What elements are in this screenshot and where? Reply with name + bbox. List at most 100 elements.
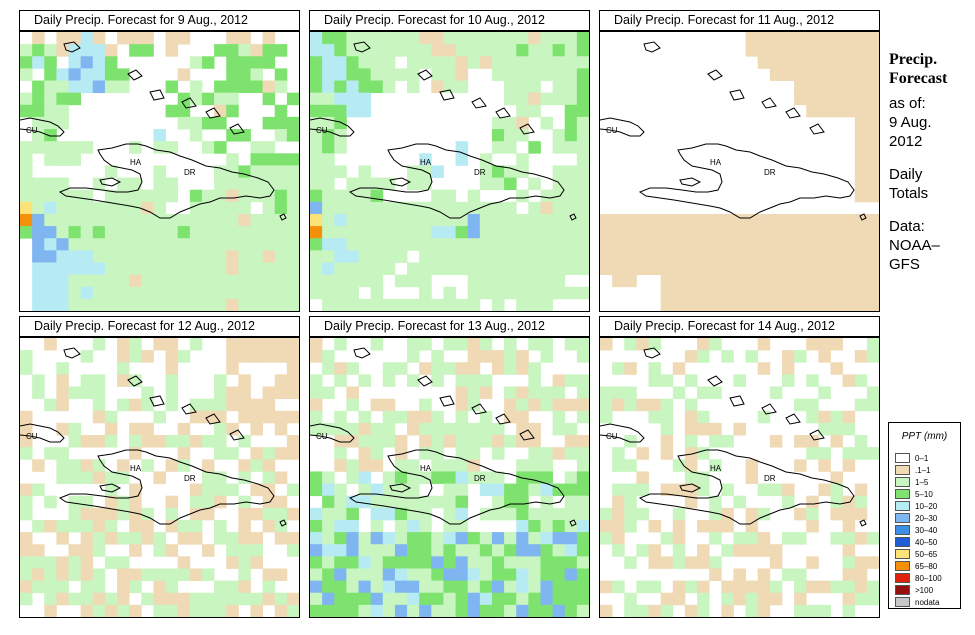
precip-cell (818, 274, 831, 288)
precip-cell (854, 580, 868, 594)
precip-cell (80, 592, 94, 606)
precip-cell (177, 274, 191, 288)
precip-cell (153, 141, 166, 154)
precip-cell (672, 483, 686, 497)
precip-cell (80, 298, 94, 311)
precip-cell (358, 165, 372, 178)
legend-label: 1–5 (915, 478, 929, 487)
precip-cell (104, 532, 118, 545)
precip-cell (491, 350, 505, 363)
precip-cell (165, 374, 179, 387)
legend-swatch (895, 585, 910, 595)
precip-cell (745, 226, 759, 239)
precip-cell (92, 213, 106, 227)
precip-cell (431, 604, 444, 617)
precip-cell (286, 201, 299, 215)
precip-cell (516, 189, 529, 203)
precip-cell (226, 556, 239, 569)
precip-cell (733, 422, 746, 436)
precip-cell (757, 298, 771, 311)
precip-cell (104, 435, 118, 448)
precip-cell (322, 556, 335, 569)
precip-cell (443, 338, 456, 351)
precip-cell (274, 177, 288, 191)
precip-cell (624, 226, 637, 239)
precip-cell (636, 226, 649, 239)
precip-cell (44, 592, 57, 606)
precip-cell (201, 568, 215, 582)
precip-cell (226, 250, 239, 263)
precip-cell (358, 274, 372, 288)
precip-cell (866, 129, 879, 142)
precip-cell (310, 483, 323, 497)
precip-cell (467, 568, 481, 582)
precip-cell (334, 262, 347, 276)
precip-cell (709, 386, 722, 400)
label-dominican-republic: DR (764, 168, 776, 177)
precip-cell (684, 213, 698, 227)
precip-cell (564, 238, 578, 251)
precip-cell (564, 213, 578, 227)
precip-cell (382, 398, 396, 412)
precip-cell (842, 44, 856, 57)
precip-cell (504, 483, 517, 497)
coastline (63, 347, 81, 359)
precip-cell (576, 104, 589, 118)
precip-cell (165, 298, 179, 311)
precip-cell (576, 68, 589, 81)
precip-cell (866, 338, 879, 351)
precip-cell (516, 459, 529, 472)
precip-cell (407, 177, 420, 191)
precip-cell (117, 374, 130, 387)
precip-cell (757, 44, 771, 57)
precip-cell (854, 435, 868, 448)
precip-cell (370, 274, 384, 288)
precip-cell (721, 262, 734, 276)
precip-cell (44, 568, 57, 582)
precip-cell (479, 213, 493, 227)
precip-cell (455, 422, 469, 436)
precip-cell (201, 398, 215, 412)
precip-cell (177, 568, 191, 582)
precip-cell (516, 32, 529, 45)
precip-cell (274, 44, 288, 57)
precip-cell (806, 580, 819, 594)
precip-cell (322, 298, 335, 311)
precip-cell (552, 604, 566, 617)
precip-cell (419, 362, 432, 375)
precip-cell (721, 213, 734, 227)
precip-cell (709, 262, 722, 276)
precip-cell (68, 56, 82, 69)
coastline (569, 519, 577, 527)
data-source-line3: GFS (889, 256, 920, 273)
precip-cell (842, 592, 856, 606)
precip-cell (564, 532, 578, 545)
precip-cell (455, 153, 469, 166)
precip-cell (504, 274, 517, 288)
precip-cell (540, 350, 554, 363)
as-of-label: as of: (889, 95, 926, 112)
precip-cell (322, 213, 335, 227)
precip-cell (769, 238, 783, 251)
precip-cell (806, 80, 819, 94)
precip-cell (455, 592, 469, 606)
precip-cell (80, 580, 94, 594)
precip-cell (394, 32, 408, 45)
precip-cell (516, 250, 529, 263)
precip-cell (540, 92, 554, 106)
precip-cell (214, 410, 227, 424)
precip-cell (310, 129, 323, 142)
precip-cell (818, 447, 831, 460)
precip-cell (80, 56, 94, 69)
legend-swatch (895, 453, 910, 463)
precip-cell (624, 556, 637, 569)
precip-cell (104, 238, 118, 251)
coastline (389, 483, 412, 493)
precip-cell (709, 568, 722, 582)
precip-cell (431, 32, 444, 45)
precip-cell (540, 519, 554, 533)
precip-cell (56, 592, 69, 606)
coastline (279, 213, 287, 221)
precip-cell (540, 250, 554, 263)
precip-cell (636, 262, 649, 276)
